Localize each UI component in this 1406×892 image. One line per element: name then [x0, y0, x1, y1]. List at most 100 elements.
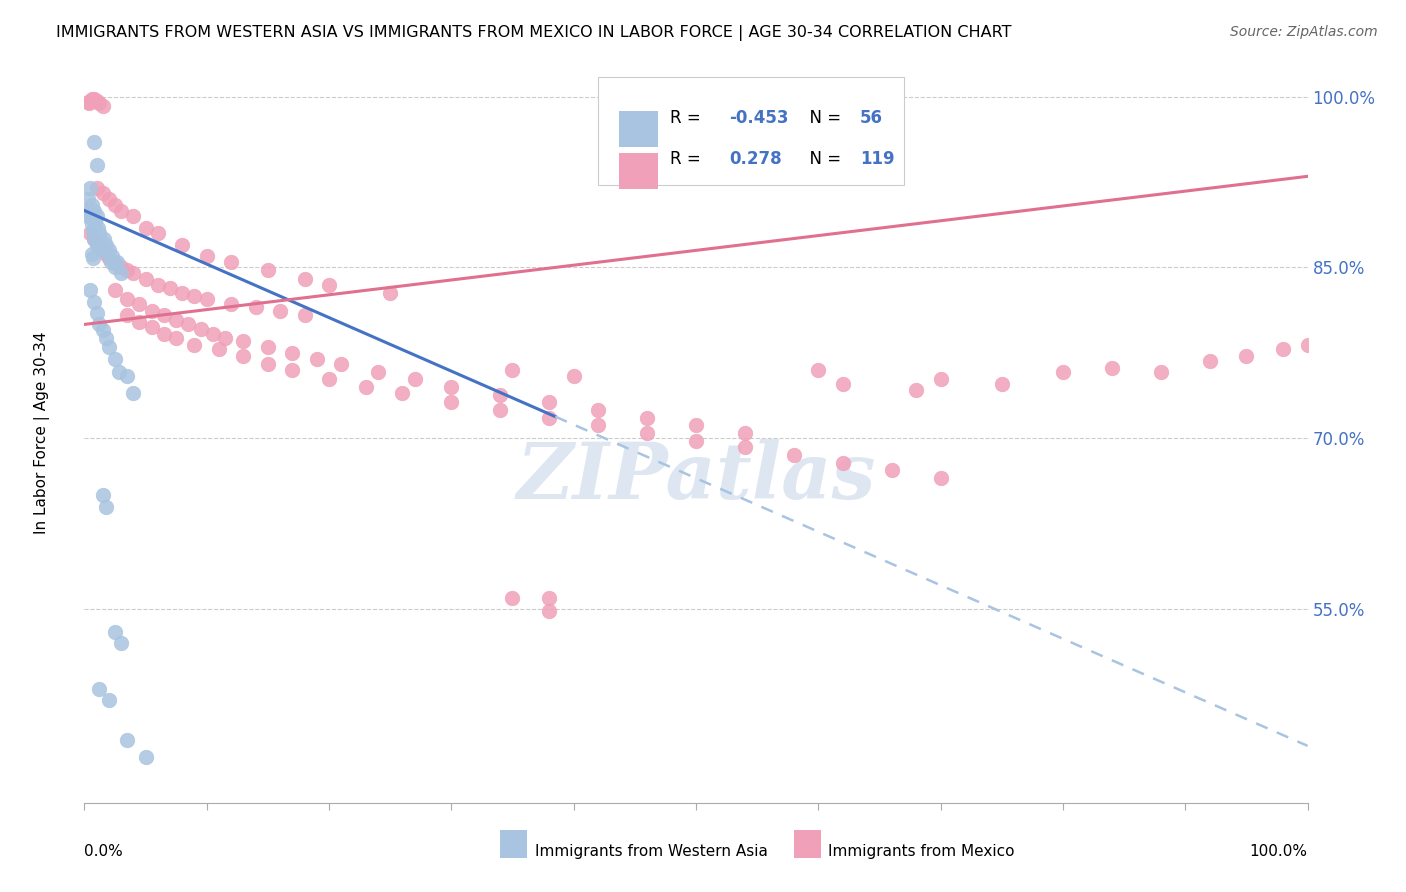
Point [76, 209, 98, 223]
Text: Immigrants from Mexico: Immigrants from Mexico [828, 844, 1015, 859]
Point [232, 334, 254, 349]
Point [294, 272, 316, 286]
Point [489, 402, 512, 417]
Text: In Labor Force | Age 30-34: In Labor Force | Age 30-34 [34, 331, 49, 534]
Point [330, 357, 353, 371]
Point [97, 244, 120, 258]
Point [305, 351, 328, 366]
Point [685, 417, 707, 432]
Point [82, 252, 104, 266]
Point [115, 293, 138, 307]
Point [83, 92, 105, 106]
Point [90, 237, 112, 252]
Text: Source: ZipAtlas.com: Source: ZipAtlas.com [1230, 25, 1378, 39]
Text: IMMIGRANTS FROM WESTERN ASIA VS IMMIGRANTS FROM MEXICO IN LABOR FORCE | AGE 30-3: IMMIGRANTS FROM WESTERN ASIA VS IMMIGRAN… [56, 25, 1012, 41]
Point [1198, 354, 1220, 368]
Point [404, 372, 426, 386]
Point [122, 385, 145, 400]
Point [257, 340, 280, 354]
Point [86, 180, 108, 194]
Point [232, 349, 254, 363]
Point [96, 331, 118, 345]
Point [257, 357, 280, 371]
Point [91, 488, 114, 502]
Point [110, 266, 132, 280]
Point [83, 135, 105, 149]
Point [281, 346, 304, 360]
Point [929, 372, 952, 386]
Point [141, 303, 163, 318]
Point [831, 376, 853, 391]
Point [562, 368, 585, 383]
Point [82, 224, 104, 238]
Point [440, 380, 463, 394]
Point [91, 323, 114, 337]
Point [208, 343, 231, 357]
Point [80, 217, 103, 231]
Point [214, 331, 236, 345]
Point [177, 318, 200, 332]
Point [636, 410, 658, 425]
Point [80, 198, 103, 212]
Point [83, 232, 105, 246]
Point [87, 96, 110, 111]
Point [79, 209, 101, 223]
Point [82, 209, 104, 223]
Point [538, 410, 561, 425]
Bar [619, 153, 658, 189]
Point [318, 277, 340, 292]
Point [91, 99, 114, 113]
Point [77, 96, 100, 111]
Point [380, 285, 402, 300]
Point [135, 220, 157, 235]
Point [195, 249, 218, 263]
Point [929, 471, 952, 485]
Point [107, 365, 129, 379]
Point [502, 363, 524, 377]
Point [104, 198, 127, 212]
Point [146, 227, 169, 241]
Point [195, 293, 218, 307]
Point [97, 340, 120, 354]
Point [734, 425, 756, 440]
Point [83, 203, 105, 218]
Point [97, 693, 120, 707]
Point [440, 395, 463, 409]
Point [96, 247, 118, 261]
Point [86, 237, 108, 252]
Point [86, 306, 108, 320]
Point [165, 313, 187, 327]
Point [538, 604, 561, 618]
Point [502, 591, 524, 605]
Point [84, 227, 107, 241]
Point [87, 227, 110, 241]
Point [110, 203, 132, 218]
Point [94, 240, 117, 254]
Point [77, 192, 100, 206]
Point [783, 449, 806, 463]
Point [86, 209, 108, 223]
Point [110, 636, 132, 650]
Point [183, 338, 205, 352]
Point [159, 281, 181, 295]
Point [141, 319, 163, 334]
Point [1236, 349, 1258, 363]
Point [97, 252, 120, 266]
Point [219, 297, 242, 311]
Point [115, 308, 138, 322]
Text: R =: R = [671, 150, 711, 168]
Point [87, 681, 110, 696]
Text: -0.453: -0.453 [728, 109, 789, 127]
Text: 100.0%: 100.0% [1250, 844, 1308, 858]
Point [79, 283, 101, 297]
Point [86, 94, 108, 108]
Point [636, 425, 658, 440]
Point [586, 417, 609, 432]
Point [586, 402, 609, 417]
Point [1272, 343, 1295, 357]
Point [153, 326, 176, 341]
Point [87, 318, 110, 332]
Point [281, 363, 304, 377]
Text: 0.278: 0.278 [728, 150, 782, 168]
Point [538, 591, 561, 605]
